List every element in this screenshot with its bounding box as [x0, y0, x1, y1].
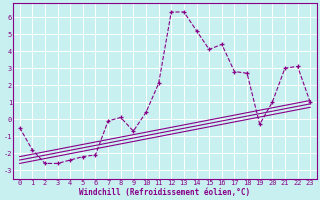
X-axis label: Windchill (Refroidissement éolien,°C): Windchill (Refroidissement éolien,°C)	[79, 188, 251, 197]
